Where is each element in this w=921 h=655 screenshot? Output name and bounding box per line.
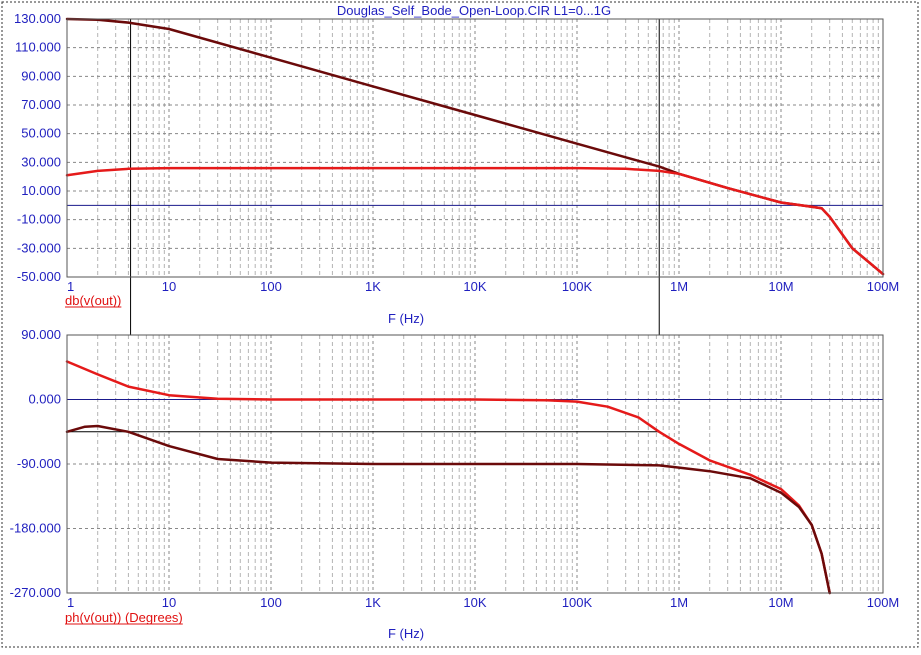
phase-x-tick-label: 1K (365, 595, 381, 610)
gain-y-tick-label: -10.000 (17, 212, 61, 227)
phase-x-tick-label: 1 (67, 595, 74, 610)
phase-x-tick-label: 10K (463, 595, 486, 610)
gain-y-tick-label: -30.000 (17, 240, 61, 255)
phase-x-tick-label: 100K (562, 595, 593, 610)
phase-y-tick-label: -90.000 (17, 456, 61, 471)
gain-series-2 (65, 166, 885, 276)
gain-y-tick-label: 90.000 (21, 68, 61, 83)
gain-x-axis-label: F (Hz) (388, 311, 424, 326)
gain-y-tick-label: 130.000 (14, 11, 61, 26)
phase-x-tick-label: 10M (768, 595, 793, 610)
gain-grid (66, 18, 884, 278)
phase-series-2 (65, 424, 831, 595)
gain-y-tick-label: 10.000 (21, 183, 61, 198)
phase-y-tick-label: 0.000 (28, 392, 61, 407)
gain-plot: 130.000110.00090.00070.00050.00030.00010… (14, 11, 899, 593)
phase-y-tick-label: 90.000 (21, 327, 61, 342)
phase-x-tick-label: 10 (162, 595, 176, 610)
gain-x-tick-label: 1K (365, 279, 381, 294)
gain-x-tick-label: 10K (463, 279, 486, 294)
phase-x-tick-label: 100 (260, 595, 282, 610)
gain-x-tick-label: 100K (562, 279, 593, 294)
gain-x-tick-label: 1M (670, 279, 688, 294)
phase-x-axis-label: F (Hz) (388, 626, 424, 641)
gain-trace-label: db(v(out)) (65, 293, 121, 308)
phase-plot: 90.000 0.000 -90.000 -180.000 -270.000 1 10 100… (10, 327, 900, 641)
gain-x-tick-label: 100M (867, 279, 900, 294)
gain-plot-frame (66, 18, 884, 278)
gain-y-tick-label: 50.000 (21, 126, 61, 141)
phase-plot-frame (66, 334, 884, 594)
gain-x-tick-label: 100 (260, 279, 282, 294)
gain-x-tick-label: 10 (162, 279, 176, 294)
gain-y-tick-label: -50.000 (17, 269, 61, 284)
gain-y-tick-label: 70.000 (21, 97, 61, 112)
gain-y-tick-label: 30.000 (21, 154, 61, 169)
phase-y-tick-label: -270.000 (10, 585, 61, 600)
gain-y-tick-label: 110.000 (15, 40, 61, 55)
chart-title: Douglas_Self_Bode_Open-Loop.CIR L1=0...1… (337, 3, 611, 18)
phase-x-tick-label: 100M (867, 595, 900, 610)
phase-trace-label: ph(v(out)) (Degrees) (65, 610, 183, 625)
gain-x-tick-label: 10M (768, 279, 793, 294)
phase-x-tick-label: 1M (670, 595, 688, 610)
phase-y-tick-label: -180.000 (10, 521, 61, 536)
gain-x-tick-label: 1 (67, 279, 74, 294)
phase-series-1 (65, 360, 831, 595)
